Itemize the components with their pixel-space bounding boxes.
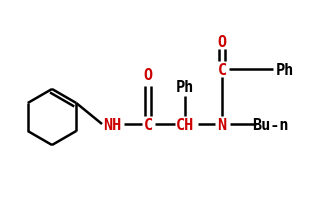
- Text: Bu-n: Bu-n: [252, 117, 288, 132]
- Text: CH: CH: [176, 117, 194, 132]
- Text: NH: NH: [103, 117, 121, 132]
- Text: O: O: [217, 34, 226, 49]
- Text: C: C: [144, 117, 153, 132]
- Text: O: O: [144, 67, 153, 82]
- Text: N: N: [217, 117, 226, 132]
- Text: Ph: Ph: [176, 79, 194, 94]
- Text: C: C: [217, 62, 226, 77]
- Text: Ph: Ph: [276, 62, 294, 77]
